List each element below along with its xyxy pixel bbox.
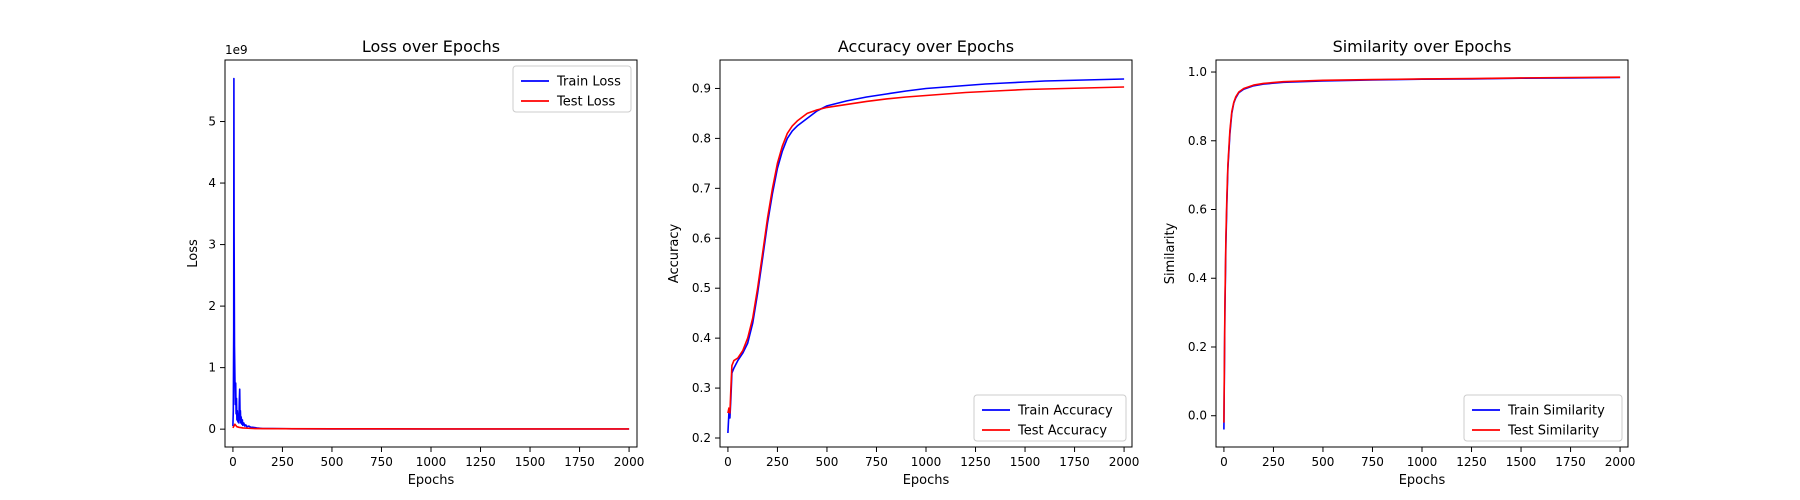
x-tick-label: 1250 bbox=[465, 455, 496, 469]
plot-frame bbox=[719, 59, 1133, 448]
legend: Train Loss Test Loss bbox=[512, 65, 632, 113]
y-tick-label: 2 bbox=[208, 299, 216, 313]
x-tick-label: 1750 bbox=[1555, 455, 1586, 469]
plot-frame bbox=[224, 59, 638, 448]
x-tick-label: 500 bbox=[1312, 455, 1335, 469]
x-tick-label: 0 bbox=[724, 455, 732, 469]
y-tick-label: 3 bbox=[208, 238, 216, 252]
y-tick-label: 0.6 bbox=[692, 231, 711, 245]
y-tick-label: 0.9 bbox=[692, 81, 711, 95]
y-tick-label: 0.4 bbox=[692, 331, 711, 345]
y-offset-label: 1e9 bbox=[225, 43, 248, 57]
series-line-train-similarity bbox=[1223, 76, 1621, 430]
x-tick-label: 750 bbox=[1361, 455, 1384, 469]
x-tick-label: 0 bbox=[229, 455, 237, 469]
x-tick-label: 500 bbox=[816, 455, 839, 469]
x-tick-label: 1750 bbox=[1059, 455, 1090, 469]
x-tick-label: 1500 bbox=[1010, 455, 1041, 469]
x-tick-label: 1500 bbox=[515, 455, 546, 469]
x-tick-label: 1750 bbox=[564, 455, 595, 469]
legend-box bbox=[973, 394, 1127, 442]
x-tick-label: 1250 bbox=[960, 455, 991, 469]
legend-entry: Test Accuracy bbox=[1017, 424, 1107, 439]
y-tick-label: 0.5 bbox=[692, 281, 711, 295]
legend-entry: Train Accuracy bbox=[1017, 404, 1113, 419]
chart-3: Similarity over Epochs 0 250 500 750 1000 1250… bbox=[1163, 37, 1635, 488]
series-line-train-accuracy bbox=[727, 78, 1125, 434]
y-tick-label: 0.3 bbox=[692, 381, 711, 395]
x-tick-label: 2000 bbox=[614, 455, 645, 469]
series-line-test-accuracy bbox=[727, 86, 1125, 414]
y-axis-label: Similarity bbox=[1163, 222, 1178, 284]
x-tick-label: 750 bbox=[370, 455, 393, 469]
series-line-train-loss bbox=[232, 77, 630, 430]
y-tick-label: 1.0 bbox=[1188, 65, 1207, 79]
y-axis-label: Accuracy bbox=[667, 224, 682, 284]
y-tick-label: 0.8 bbox=[1188, 134, 1207, 148]
y-tick-label: 0.2 bbox=[1188, 340, 1207, 354]
y-tick-label: 0.0 bbox=[1188, 409, 1207, 423]
series-line-test-similarity bbox=[1223, 76, 1621, 423]
y-tick-label: 0.2 bbox=[692, 431, 711, 445]
x-axis-label: Epochs bbox=[408, 473, 455, 488]
x-tick-label: 250 bbox=[766, 455, 789, 469]
y-tick-label: 4 bbox=[208, 176, 216, 190]
y-axis-label: Loss bbox=[186, 239, 201, 268]
x-tick-label: 1250 bbox=[1456, 455, 1487, 469]
x-tick-label: 750 bbox=[865, 455, 888, 469]
y-tick-label: 5 bbox=[208, 115, 216, 129]
x-tick-label: 0 bbox=[1220, 455, 1228, 469]
x-tick-label: 500 bbox=[321, 455, 344, 469]
x-tick-label: 1500 bbox=[1506, 455, 1537, 469]
x-tick-label: 1000 bbox=[911, 455, 942, 469]
x-tick-label: 250 bbox=[271, 455, 294, 469]
legend-entry: Test Similarity bbox=[1507, 424, 1600, 439]
x-tick-label: 1000 bbox=[1407, 455, 1438, 469]
y-tick-label: 0.4 bbox=[1188, 271, 1207, 285]
legend-entry: Train Similarity bbox=[1507, 404, 1605, 419]
plot-frame bbox=[1215, 59, 1629, 448]
legend-entry: Test Loss bbox=[556, 95, 615, 110]
legend: Train Accuracy Test Accuracy bbox=[973, 394, 1127, 442]
chart-title: Loss over Epochs bbox=[362, 37, 500, 56]
series-line-test-loss bbox=[232, 423, 630, 430]
x-tick-label: 2000 bbox=[1605, 455, 1636, 469]
chart-title: Similarity over Epochs bbox=[1333, 37, 1512, 56]
legend: Train Similarity Test Similarity bbox=[1463, 394, 1623, 442]
x-tick-label: 2000 bbox=[1109, 455, 1140, 469]
y-tick-label: 0 bbox=[208, 422, 216, 436]
y-tick-label: 0.6 bbox=[1188, 203, 1207, 217]
y-tick-label: 0.8 bbox=[692, 131, 711, 145]
y-tick-label: 0.7 bbox=[692, 181, 711, 195]
x-tick-label: 250 bbox=[1262, 455, 1285, 469]
x-tick-label: 1000 bbox=[416, 455, 447, 469]
chart-title: Accuracy over Epochs bbox=[838, 37, 1014, 56]
legend-entry: Train Loss bbox=[556, 75, 621, 90]
x-axis-label: Epochs bbox=[1399, 473, 1446, 488]
legend-box bbox=[1463, 394, 1623, 442]
x-axis-label: Epochs bbox=[903, 473, 950, 488]
chart-2: Accuracy over Epochs 0 250 500 750 1000 1250 15… bbox=[667, 37, 1139, 488]
y-tick-label: 1 bbox=[208, 361, 216, 375]
